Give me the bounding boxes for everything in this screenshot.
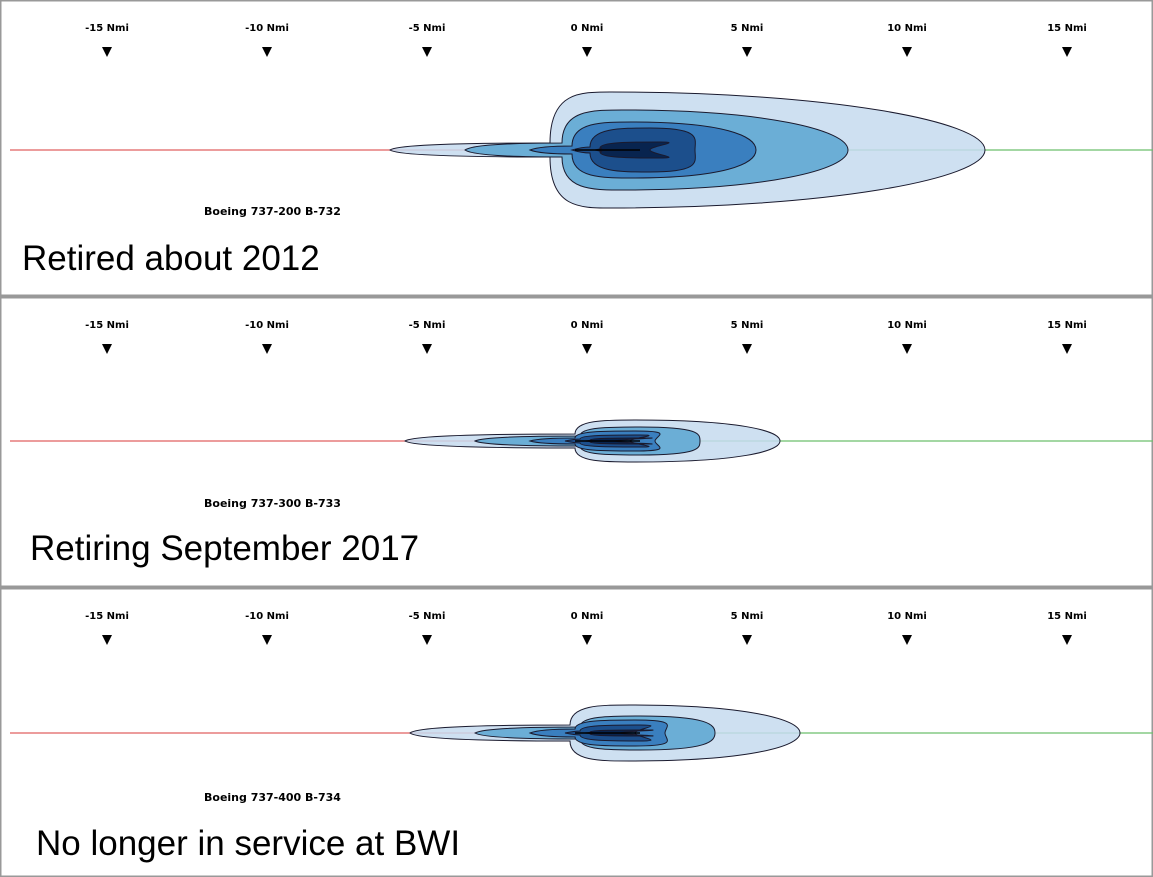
distance-label: 10 Nmi <box>887 320 927 331</box>
distance-label: 0 Nmi <box>571 611 604 622</box>
distance-marker <box>742 344 752 354</box>
distance-label: 0 Nmi <box>571 320 604 331</box>
distance-marker <box>582 47 592 57</box>
distance-marker <box>582 635 592 645</box>
caption: Retired about 2012 <box>22 239 320 278</box>
caption: No longer in service at BWI <box>36 824 460 863</box>
distance-marker <box>1062 635 1072 645</box>
distance-marker <box>102 635 112 645</box>
distance-marker <box>262 635 272 645</box>
distance-label: 10 Nmi <box>887 611 927 622</box>
aircraft-label: Boeing 737-200 B-732 <box>204 205 341 218</box>
distance-label: 5 Nmi <box>731 23 764 34</box>
distance-label: -15 Nmi <box>85 320 129 331</box>
distance-label: -10 Nmi <box>245 611 289 622</box>
distance-label: -5 Nmi <box>409 23 446 34</box>
panel: -15 Nmi -10 Nmi -5 Nmi 0 Nmi 5 Nmi 10 Nmi 15 N… <box>0 296 1153 588</box>
distance-marker <box>262 47 272 57</box>
distance-marker <box>742 635 752 645</box>
distance-marker <box>1062 344 1072 354</box>
distance-label: 10 Nmi <box>887 23 927 34</box>
distance-marker <box>102 344 112 354</box>
distance-marker <box>262 344 272 354</box>
distance-label: -10 Nmi <box>245 320 289 331</box>
distance-marker <box>422 47 432 57</box>
distance-label: -5 Nmi <box>409 320 446 331</box>
distance-marker <box>902 635 912 645</box>
distance-marker <box>1062 47 1072 57</box>
panel: -15 Nmi -10 Nmi -5 Nmi 0 Nmi 5 Nmi 10 Nmi 15 N… <box>0 0 1153 297</box>
distance-label: 15 Nmi <box>1047 611 1087 622</box>
distance-marker <box>102 47 112 57</box>
distance-label: -15 Nmi <box>85 611 129 622</box>
distance-marker <box>422 635 432 645</box>
distance-marker <box>582 344 592 354</box>
distance-marker <box>422 344 432 354</box>
panel: -15 Nmi -10 Nmi -5 Nmi 0 Nmi 5 Nmi 10 Nmi 15 N… <box>0 587 1153 877</box>
distance-label: 0 Nmi <box>571 23 604 34</box>
distance-label: -10 Nmi <box>245 23 289 34</box>
distance-marker <box>742 47 752 57</box>
aircraft-label: Boeing 737-300 B-733 <box>204 497 341 510</box>
distance-marker <box>902 47 912 57</box>
aircraft-label: Boeing 737-400 B-734 <box>204 791 341 804</box>
distance-label: 5 Nmi <box>731 320 764 331</box>
distance-label: -5 Nmi <box>409 611 446 622</box>
distance-marker <box>902 344 912 354</box>
distance-label: 15 Nmi <box>1047 23 1087 34</box>
distance-label: -15 Nmi <box>85 23 129 34</box>
distance-label: 15 Nmi <box>1047 320 1087 331</box>
caption: Retiring September 2017 <box>30 529 419 568</box>
distance-label: 5 Nmi <box>731 611 764 622</box>
